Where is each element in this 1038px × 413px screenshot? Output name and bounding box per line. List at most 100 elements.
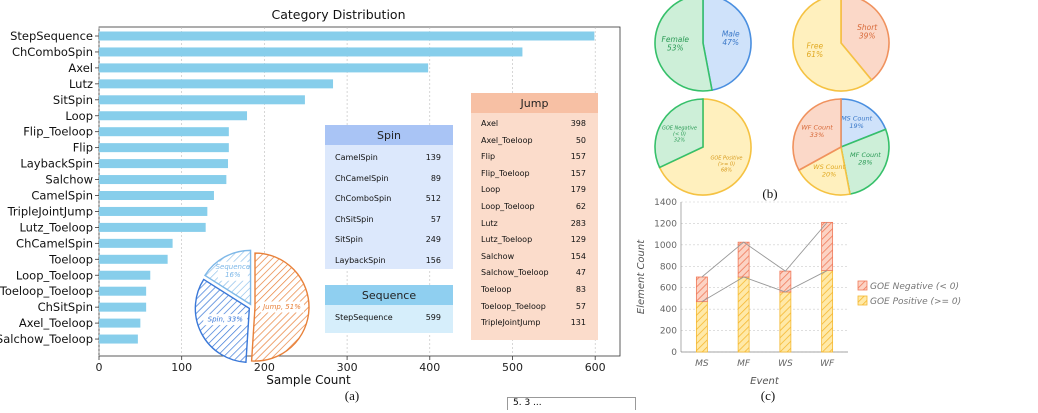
bar [99,79,334,89]
bar [99,286,147,296]
pie-label: Male 47% [722,30,740,48]
y-tick-label: Flip [73,141,93,155]
bar-segment [695,276,708,303]
table-row: Salchow_Toeloop 47 [471,268,598,280]
panel-label-c: (c) [761,388,775,403]
y-tick-label: SitSpin [53,93,93,107]
bar [99,31,595,41]
table-row: Loop_Toeloop 62 [471,202,598,214]
jump-table: Axel 398 Axel_Toeloop 50 Flip 157 Flip_Toeloop… [471,113,598,340]
row-name: Salchow [481,251,515,261]
row-value: 157 [570,152,586,162]
row-name: Flip [481,152,496,162]
pie-label: Sequence 16% [216,263,251,279]
jump-table-title: Jump [471,93,598,113]
row-name: Toeloop_Toeloop [481,301,546,311]
bar [99,127,229,137]
chart-title: Category Distribution [272,7,406,22]
table-row: TripleJointJump 131 [471,318,598,330]
bar [99,95,305,105]
row-name: SitSpin [335,235,363,244]
pie-slice [840,128,890,196]
x-tick-label: 0 [96,361,103,374]
table-row: Lutz_Toeloop 129 [471,235,598,247]
bar-segment [695,301,708,353]
bar-segment [737,276,750,353]
bar [99,143,229,153]
trend-line [701,222,828,278]
y-tick-label: 200 [660,327,677,337]
legend-label: GOE Positive (>= 0) [870,297,961,307]
row-value: 57 [575,301,586,311]
x-tick-label: 100 [171,361,192,374]
y-tick-label: Salchow_Toeloop [0,332,93,346]
pie-slice [840,98,887,149]
x-axis-label: Sample Count [266,373,351,387]
row-value: 47 [575,268,586,278]
row-value: 50 [575,135,586,145]
y-tick-label: Salchow [45,173,93,187]
table-row: Lutz 283 [471,219,598,231]
table-row: Toeloop 83 [471,285,598,297]
y-tick-label: Lutz [69,77,93,91]
table-row: SitSpin 249 [325,235,453,247]
overlay-box: 5. 3 ... [507,397,636,410]
row-name: Loop [481,185,501,195]
x-tick-label: 400 [419,361,440,374]
bar [99,254,168,264]
row-value: 154 [570,251,586,261]
legend-swatch [857,295,868,306]
pie-label-bg [203,314,248,326]
row-name: LaybackSpin [335,255,386,265]
row-name: ChComboSpin [335,194,392,203]
trend-line [701,270,828,303]
bar [99,302,147,312]
row-name: StepSequence [335,313,393,322]
x-tick-label: MS [695,359,709,369]
row-value: 62 [575,202,586,211]
row-value: 512 [425,194,441,203]
spin-table: CamelSpin 139 ChCamelSpin 89 ChComboSpin 512 C… [325,145,453,269]
y-tick-label: Loop [65,109,93,123]
y-tick-label: Flip_Toeloop [23,125,93,139]
row-value: 57 [430,214,441,224]
row-name: Salchow_Toeloop [481,268,549,278]
bar-segment [737,241,750,278]
y-tick-label: Lutz_Toeloop [19,220,93,234]
table-row: ChSitSpin 57 [325,215,453,227]
row-name: TripleJointJump [481,318,541,328]
pie-label: Spin, 33% [208,316,244,324]
pie-label: Short 39% [857,23,878,40]
bar [99,238,173,248]
y-tick-label: Toeloop_Toeloop [0,284,93,298]
y-tick-label: ChSitSpin [38,300,93,314]
row-name: CamelSpin [335,153,378,162]
panel-label-a: (a) [345,388,359,403]
row-name: Flip_Toeloop [481,168,530,178]
bar [99,175,227,185]
row-value: 398 [570,119,586,128]
pie-slice [840,0,890,82]
legend-label: GOE Negative (< 0) [870,282,959,292]
y-tick-label: ChCamelSpin [16,236,93,250]
y-tick-label: 1000 [654,241,677,251]
y-tick-label: 800 [660,262,677,272]
bar [99,63,429,73]
bar [99,318,141,328]
row-value: 156 [425,255,441,265]
bar-segment [779,270,792,293]
table-row: LaybackSpin 156 [325,256,453,268]
y-tick-label: 1200 [654,219,677,229]
bar [99,222,206,232]
bar [99,111,248,121]
bar-segment [821,270,834,353]
plot-area [681,202,848,352]
panel-label-b: (b) [762,186,777,201]
row-value: 283 [570,218,586,228]
pie-label-bg [259,301,304,313]
pie-label: WF Count 33% [801,124,833,140]
y-tick-label: Axel_Toeloop [19,316,93,330]
table-row: CamelSpin 139 [325,153,453,165]
row-value: 139 [425,153,441,162]
